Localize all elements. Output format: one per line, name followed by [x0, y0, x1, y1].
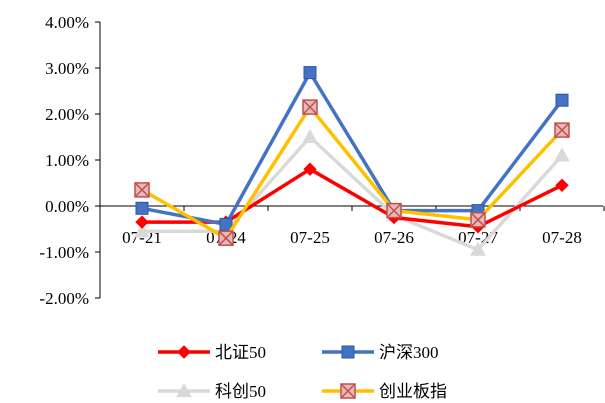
- data-point: [135, 215, 149, 229]
- legend: 北证50 沪深300 科创50 创业板指: [158, 343, 447, 401]
- legend-label: 北证50: [215, 343, 266, 362]
- legend-entry: 创业板指: [322, 382, 447, 401]
- y-tick-label: -2.00%: [39, 289, 89, 308]
- legend-label: 科创50: [215, 382, 266, 401]
- legend-entry: 科创50: [158, 382, 266, 401]
- data-point: [554, 122, 570, 138]
- series-layer: [134, 66, 570, 256]
- x-tick-label: 07-25: [290, 228, 330, 247]
- data-point: [302, 99, 318, 115]
- series-line: [141, 70, 564, 227]
- data-point: [340, 383, 356, 399]
- x-tick-label: 07-28: [542, 228, 582, 247]
- data-point: [135, 201, 149, 215]
- data-point: [555, 178, 569, 193]
- y-tick-label: 2.00%: [45, 105, 89, 124]
- y-tick-label: 3.00%: [45, 59, 89, 78]
- data-point: [134, 182, 150, 198]
- data-point: [555, 93, 569, 107]
- data-point: [470, 212, 486, 228]
- y-tick-label: 1.00%: [45, 151, 89, 170]
- data-point: [219, 217, 233, 231]
- y-tick-label: 0.00%: [45, 197, 89, 216]
- axes: 4.00% 3.00% 2.00% 1.00% 0.00% -1.00% -2.00% 07-…: [39, 13, 605, 308]
- y-tick-label: -1.00%: [39, 243, 89, 262]
- data-point: [134, 223, 150, 238]
- data-point: [470, 241, 486, 256]
- series-4: [134, 99, 570, 246]
- data-point: [302, 128, 318, 144]
- y-tick-label: 4.00%: [45, 13, 89, 32]
- data-point: [303, 66, 317, 80]
- series-line: [141, 105, 564, 240]
- legend-label: 沪深300: [379, 343, 439, 362]
- data-point: [176, 382, 192, 398]
- x-tick-label: 07-27: [458, 228, 498, 247]
- data-point: [554, 147, 570, 162]
- legend-label: 创业板指: [379, 382, 447, 401]
- data-point: [218, 230, 234, 246]
- legend-entry: 北证50: [158, 343, 266, 362]
- data-point: [386, 202, 402, 219]
- data-point: [341, 345, 355, 359]
- data-point: [303, 162, 317, 176]
- data-point: [177, 345, 191, 359]
- x-tick-label: 07-26: [374, 228, 414, 247]
- legend-entry: 沪深300: [322, 343, 439, 362]
